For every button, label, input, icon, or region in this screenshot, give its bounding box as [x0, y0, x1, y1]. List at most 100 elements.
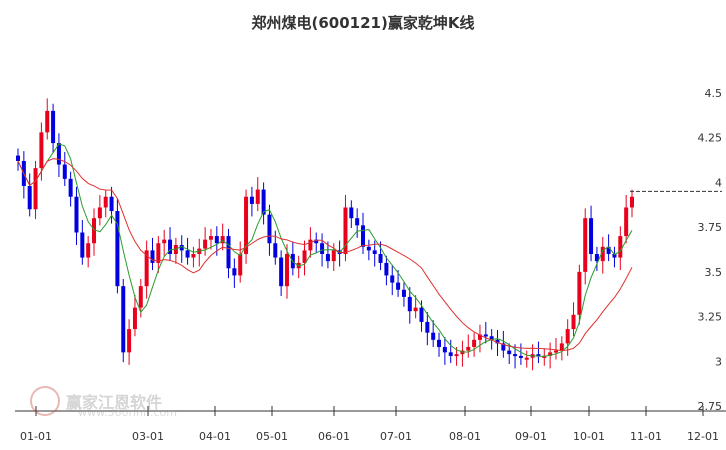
- x-tick-label: 08-01: [449, 430, 481, 443]
- ma-short-line: [17, 143, 633, 357]
- y-tick-label: 4.25: [698, 132, 723, 145]
- candle-body: [51, 110, 56, 144]
- ma-long-line: [17, 158, 633, 352]
- candle-body: [507, 350, 512, 355]
- candle-body: [138, 286, 143, 308]
- x-tick-label: 10-01: [573, 430, 605, 443]
- y-tick-label: 3.25: [698, 311, 723, 324]
- x-tick-label: 05-01: [256, 430, 288, 443]
- candle-body: [150, 250, 155, 263]
- candle-body: [542, 355, 547, 358]
- x-tick-label: 03-01: [132, 430, 164, 443]
- candle-body: [132, 307, 137, 330]
- candle-body: [606, 246, 611, 254]
- candle-body: [179, 245, 184, 251]
- candle-body: [16, 155, 20, 161]
- candle-body: [261, 189, 266, 215]
- candle-body: [226, 236, 231, 269]
- candle-body: [232, 268, 237, 276]
- candle-body: [548, 352, 553, 356]
- candle-body: [74, 196, 79, 233]
- candle-body: [571, 314, 576, 330]
- candle-body: [413, 307, 418, 312]
- candle-body: [121, 286, 126, 353]
- candle-body: [589, 218, 594, 254]
- candle-body: [109, 196, 114, 212]
- candle-body: [401, 289, 406, 297]
- candle-body: [431, 332, 436, 340]
- candle-body: [448, 352, 453, 356]
- y-tick-label: 4: [715, 176, 722, 189]
- candle-body: [284, 253, 289, 287]
- y-tick-label: 2.75: [698, 400, 723, 413]
- candle-body: [267, 214, 272, 244]
- candle-body: [156, 243, 161, 263]
- candle-body: [524, 357, 529, 360]
- x-tick-label: 09-01: [515, 430, 547, 443]
- candle-body: [442, 346, 447, 353]
- candle-body: [255, 189, 260, 204]
- candle-body: [208, 236, 213, 240]
- candle-body: [624, 207, 629, 237]
- candle-body: [39, 132, 44, 169]
- candle-body: [220, 236, 225, 244]
- candle-body: [103, 196, 108, 208]
- candle-body: [214, 236, 219, 244]
- candle-body: [361, 225, 366, 247]
- candle-body: [472, 339, 477, 347]
- y-tick-label: 3: [715, 355, 722, 368]
- y-tick-label: 3.5: [705, 266, 723, 279]
- candle-body: [185, 250, 190, 258]
- x-tick-label: 01-01: [20, 430, 52, 443]
- candle-body: [559, 343, 564, 351]
- candle-body: [600, 246, 605, 262]
- moving-average-lines: [17, 143, 633, 357]
- candle-body: [553, 350, 558, 353]
- candle-body: [279, 257, 284, 287]
- candle-body: [384, 262, 389, 276]
- x-tick-label: 07-01: [380, 430, 412, 443]
- candle-body: [62, 164, 67, 179]
- candle-body: [407, 296, 412, 312]
- candle-body: [483, 334, 488, 337]
- candle-body: [33, 168, 38, 210]
- candle-body: [144, 250, 149, 287]
- candle-body: [396, 282, 401, 290]
- candle-body: [536, 354, 541, 357]
- candle-body: [302, 250, 307, 263]
- candle-body: [115, 211, 120, 287]
- candle-body: [308, 239, 313, 251]
- candle-body: [92, 218, 97, 244]
- candle-body: [495, 339, 500, 344]
- candle-body: [56, 143, 61, 165]
- candle-body: [612, 253, 617, 258]
- candle-body: [618, 236, 623, 258]
- x-tick-label: 12-01: [687, 430, 719, 443]
- candle-body: [244, 196, 249, 254]
- candle-body: [273, 243, 278, 258]
- candle-body: [191, 253, 196, 258]
- candle-body: [518, 355, 523, 358]
- candle-body: [419, 307, 424, 322]
- candle-body: [366, 246, 371, 251]
- candle-body: [320, 243, 325, 254]
- candle-body: [331, 250, 336, 262]
- candle-body: [68, 178, 73, 197]
- candle-body: [162, 239, 167, 244]
- candles-group: [16, 98, 634, 371]
- x-tick-label: 11-01: [630, 430, 662, 443]
- candle-body: [45, 110, 50, 133]
- y-axis-ticks: 2.75 3 3.25 3.5 3.75 4 4.25 4.5: [698, 87, 723, 413]
- chart-title: 郑州煤电(600121)赢家乾坤K线: [251, 14, 475, 32]
- candle-body: [86, 243, 91, 258]
- candle-body: [454, 354, 459, 357]
- candle-body: [238, 253, 243, 276]
- candle-body: [314, 239, 319, 244]
- x-tick-label: 04-01: [199, 430, 231, 443]
- candle-body: [577, 271, 582, 315]
- candle-body: [127, 329, 132, 353]
- candle-body: [630, 196, 634, 208]
- candle-body: [466, 346, 471, 351]
- candle-body: [355, 218, 360, 226]
